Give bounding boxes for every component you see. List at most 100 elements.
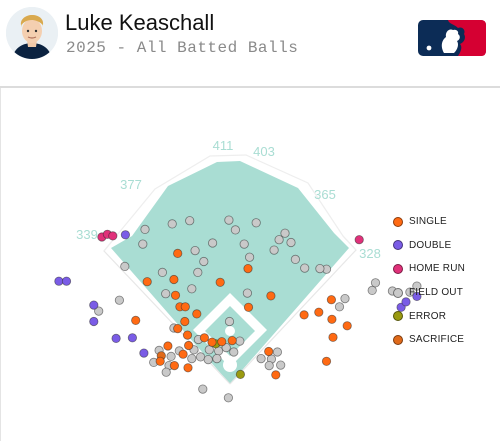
batted-ball-single	[243, 302, 254, 312]
batted-ball-double	[401, 297, 411, 307]
batted-ball-field-out	[185, 216, 195, 226]
batted-ball-double	[54, 276, 64, 286]
batted-ball-single	[326, 295, 336, 305]
batted-ball-single	[170, 290, 181, 300]
batted-ball-field-out	[94, 306, 104, 316]
batted-ball-single	[328, 332, 338, 342]
batted-ball-field-out	[224, 215, 234, 225]
batted-ball-field-out	[208, 238, 218, 248]
batted-ball-field-out	[286, 237, 296, 248]
batted-ball-single	[217, 337, 227, 347]
legend-item-sacrifice: SACRIFICE	[393, 328, 465, 352]
batted-ball-double	[89, 316, 99, 327]
player-name: Luke Keaschall	[65, 10, 215, 35]
batted-ball-single	[180, 302, 190, 312]
batted-ball-field-out	[412, 281, 422, 291]
legend-label: ERROR	[409, 310, 447, 322]
batted-ball-field-out	[198, 384, 208, 394]
batted-ball-single	[299, 310, 309, 320]
batted-ball-field-out	[405, 287, 415, 297]
batted-ball-double	[89, 300, 99, 310]
legend-swatch	[393, 311, 403, 322]
batted-ball-single	[142, 277, 152, 287]
batted-ball-field-out	[114, 295, 125, 305]
fence-distance-center-left: 411	[213, 138, 234, 153]
batted-ball-single	[327, 314, 337, 324]
pitchers-mound	[225, 326, 235, 336]
batted-ball-field-out	[224, 316, 235, 327]
batted-ball-field-out	[269, 245, 279, 255]
batted-ball-field-out	[229, 347, 239, 357]
batted-ball-single	[183, 363, 193, 373]
batted-ball-single	[163, 341, 173, 351]
legend-swatch	[393, 287, 403, 298]
batted-ball-field-out	[199, 256, 209, 267]
batted-ball-field-out	[203, 354, 213, 365]
batted-ball-double	[111, 333, 121, 343]
batted-ball-single	[155, 356, 165, 366]
outfield-grass	[111, 161, 349, 384]
batted-ball-field-out	[280, 228, 290, 238]
header: Luke Keaschall 2025 - All Batted Balls	[0, 0, 500, 85]
batted-ball-single	[173, 324, 183, 334]
legend: SINGLE DOUBLE HOME RUN FIELD OUT ERROR SACRIF…	[393, 210, 465, 352]
legend-label: FIELD OUT	[409, 287, 464, 299]
batted-ball-field-out	[256, 353, 266, 364]
batted-ball-field-out	[251, 218, 261, 228]
batted-ball-field-out	[187, 284, 197, 294]
batted-ball-field-out	[196, 352, 206, 362]
batted-ball-field-out	[264, 360, 274, 371]
batted-ball-home-run	[108, 231, 118, 241]
fence-distance-right-center: 365	[314, 187, 336, 202]
batted-ball-layer	[54, 215, 422, 403]
batted-ball-field-out	[235, 336, 245, 346]
batted-ball-single	[321, 356, 332, 366]
fence-distance-left: 339	[76, 227, 98, 242]
batted-ball-field-out	[242, 288, 252, 298]
batted-ball-single	[215, 277, 225, 287]
batted-ball-single	[227, 336, 237, 346]
batted-ball-field-out	[193, 267, 203, 277]
batted-ball-field-out	[212, 353, 222, 364]
distance-label-layer: 339 377 411 403 365 328	[76, 138, 381, 261]
legend-swatch	[393, 334, 403, 345]
batted-ball-single	[184, 340, 194, 351]
batted-ball-field-out	[245, 252, 255, 262]
batted-ball-field-out	[315, 264, 325, 274]
legend-label: SINGLE	[409, 216, 447, 228]
batted-ball-single	[314, 307, 324, 317]
batted-ball-single	[271, 370, 281, 380]
legend-swatch	[393, 240, 403, 251]
batted-ball-single	[169, 274, 179, 285]
spray-chart-panel: 339 377 411 403 365 328 SINGLE DOUBLE HOME RUN F…	[0, 88, 500, 441]
batted-ball-double	[120, 230, 131, 240]
batted-ball-double	[127, 333, 137, 343]
batted-ball-single	[173, 248, 183, 258]
legend-item-error: ERROR	[393, 304, 465, 328]
batted-ball-field-out	[187, 353, 197, 364]
batted-ball-field-out	[161, 367, 171, 377]
spray-chart: 339 377 411 403 365 328	[54, 138, 422, 403]
header-divider	[0, 86, 500, 88]
batted-ball-field-out	[138, 239, 148, 249]
batted-ball-field-out	[167, 219, 177, 229]
batted-ball-field-out	[120, 261, 130, 271]
batted-ball-single	[342, 321, 352, 331]
batted-ball-field-out	[239, 239, 249, 249]
fence-distance-right: 328	[359, 246, 381, 261]
fence-distance-left-center: 377	[120, 177, 142, 192]
batted-ball-single	[264, 346, 274, 357]
legend-label: SACRIFICE	[409, 334, 465, 346]
legend-label: HOME RUN	[409, 263, 466, 275]
legend-item-double: DOUBLE	[393, 234, 465, 258]
legend-swatch	[393, 216, 403, 227]
batted-ball-field-out	[290, 254, 300, 264]
batted-ball-field-out	[166, 351, 176, 361]
batted-ball-error	[235, 369, 245, 379]
warning-track-outline	[103, 154, 357, 252]
batted-ball-single	[199, 333, 209, 343]
fence-distance-center-right: 403	[253, 144, 275, 159]
batted-ball-single	[169, 360, 179, 371]
batted-ball-field-out	[274, 235, 284, 245]
batted-ball-double	[139, 348, 149, 358]
